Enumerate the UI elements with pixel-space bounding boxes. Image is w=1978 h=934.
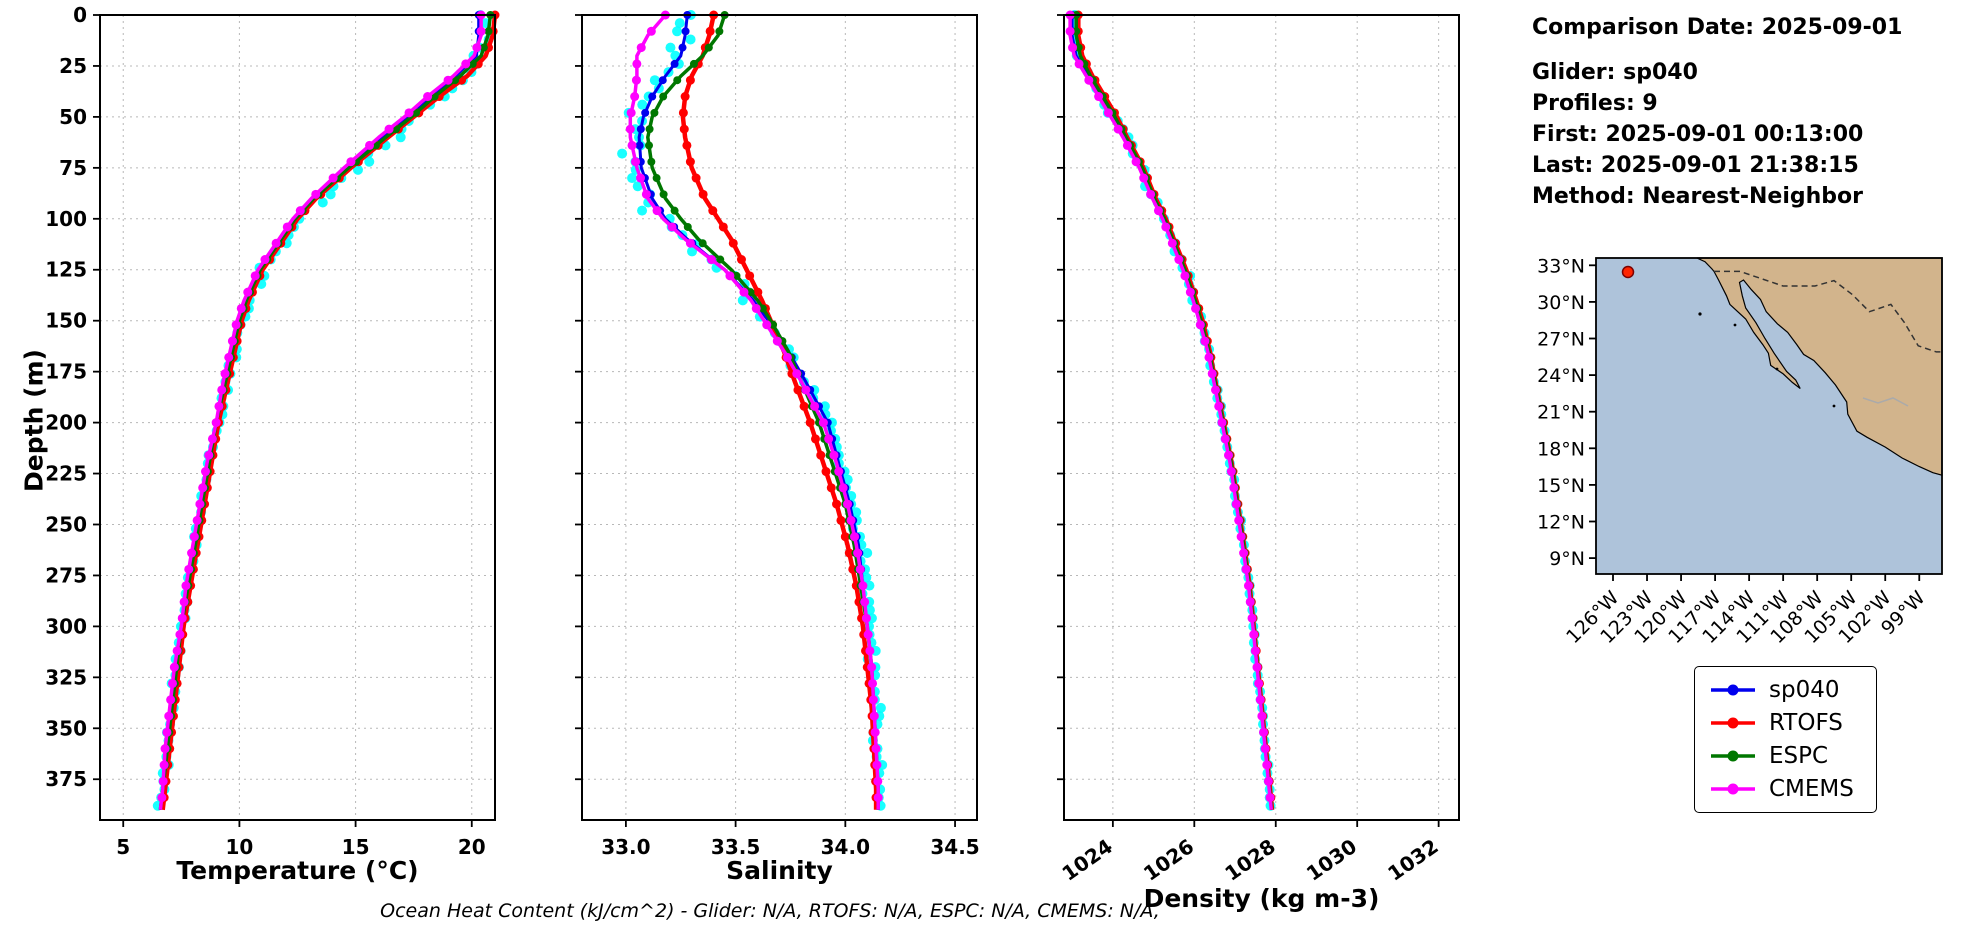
info-line: Profiles: 9 <box>1532 91 1658 116</box>
svg-text:225: 225 <box>45 462 87 486</box>
legend-entry-ESPC: ESPC <box>1709 743 1854 769</box>
map-island-dot <box>1698 312 1702 316</box>
info-line: First: 2025-09-01 00:13:00 <box>1532 122 1864 147</box>
svg-text:20: 20 <box>458 835 486 859</box>
svg-text:250: 250 <box>45 512 87 536</box>
panel-temperature: 5 10 15 20025507510012515017520022525027530… <box>45 3 500 859</box>
svg-text:275: 275 <box>45 563 87 587</box>
legend-label: ESPC <box>1769 743 1829 769</box>
svg-text:325: 325 <box>45 665 87 689</box>
svg-text:12°N: 12°N <box>1537 512 1585 534</box>
info-line <box>1532 43 1902 57</box>
svg-text:34.0: 34.0 <box>821 835 870 859</box>
svg-text:10: 10 <box>225 835 253 859</box>
svg-text:15: 15 <box>342 835 370 859</box>
svg-text:300: 300 <box>45 614 87 638</box>
series-CMEMS <box>625 10 883 810</box>
svg-text:25: 25 <box>59 54 87 78</box>
svg-text:1024: 1024 <box>1058 834 1117 886</box>
series-glider-raw <box>1069 10 1276 811</box>
svg-text:33°N: 33°N <box>1537 255 1585 277</box>
svg-text:150: 150 <box>45 309 87 333</box>
svg-text:21°N: 21°N <box>1537 402 1585 424</box>
svg-text:5: 5 <box>116 835 130 859</box>
svg-text:175: 175 <box>45 360 87 384</box>
svg-text:33.5: 33.5 <box>711 835 760 859</box>
glider-position-marker <box>1621 265 1635 279</box>
ocean-heat-content-caption: Ocean Heat Content (kJ/cm^2) - Glider: N… <box>380 900 1160 922</box>
series-RTOFS <box>1073 10 1276 811</box>
series-sp040 <box>157 11 483 810</box>
density-axis-title: Density (kg m-3) <box>1143 884 1380 913</box>
svg-text:1032: 1032 <box>1383 834 1442 886</box>
svg-text:27°N: 27°N <box>1537 329 1585 351</box>
series-CMEMS <box>157 10 486 810</box>
legend-entry-sp040: sp040 <box>1709 677 1854 703</box>
legend-line-marker-icon <box>1711 684 1755 696</box>
panel-density: 1024 1026 1028 1030 1032 <box>1057 10 1460 886</box>
legend-label: sp040 <box>1769 677 1840 703</box>
panel-salinity: 33.0 33.5 34.0 34.5 <box>575 10 980 859</box>
svg-text:24°N: 24°N <box>1537 365 1585 387</box>
legend-line-marker-icon <box>1711 717 1755 729</box>
series-RTOFS <box>678 10 881 810</box>
info-line: Comparison Date: 2025-09-01 <box>1532 15 1903 40</box>
series-RTOFS <box>159 10 500 811</box>
legend-label: CMEMS <box>1769 776 1854 802</box>
series-legend: sp040 RTOFS ESPC CMEMS <box>1694 666 1877 813</box>
info-line: Method: Nearest-Neighbor <box>1532 184 1863 209</box>
svg-text:18°N: 18°N <box>1537 438 1585 460</box>
series-sp040 <box>1068 11 1275 810</box>
svg-text:34.5: 34.5 <box>930 835 979 859</box>
svg-text:50: 50 <box>59 105 87 129</box>
map-island-dot <box>1733 323 1737 327</box>
profile-plots-svg: 5 10 15 20025507510012515017520022525027530… <box>45 3 1460 886</box>
svg-text:350: 350 <box>45 716 87 740</box>
legend-line-marker-icon <box>1711 750 1755 762</box>
temperature-axis-title: Temperature (°C) <box>176 856 419 885</box>
svg-text:375: 375 <box>45 767 87 791</box>
series-CMEMS <box>1065 10 1275 810</box>
location-map: 33°N30°N27°N24°N21°N18°N15°N12°N9°N126°W… <box>1537 255 1943 648</box>
series-glider-raw <box>152 10 494 811</box>
map-land <box>1696 257 1943 476</box>
svg-text:1028: 1028 <box>1220 834 1279 886</box>
info-line: Last: 2025-09-01 21:38:15 <box>1532 153 1859 178</box>
svg-text:15°N: 15°N <box>1537 475 1585 497</box>
salinity-axis-title: Salinity <box>726 856 833 885</box>
svg-text:100: 100 <box>45 207 87 231</box>
series-ESPC <box>1072 11 1275 810</box>
series-ESPC <box>157 11 495 810</box>
map-frame <box>1595 257 1943 575</box>
svg-text:1026: 1026 <box>1139 834 1198 886</box>
svg-text:0: 0 <box>73 3 87 27</box>
legend-line-marker-icon <box>1711 783 1755 795</box>
svg-text:200: 200 <box>45 411 87 435</box>
map-us-mexico-border <box>1714 270 1942 353</box>
svg-text:9°N: 9°N <box>1549 548 1585 570</box>
map-river <box>1862 397 1909 407</box>
legend-entry-CMEMS: CMEMS <box>1709 776 1854 802</box>
legend-label: RTOFS <box>1769 710 1843 736</box>
svg-text:33.0: 33.0 <box>601 835 650 859</box>
map-island-dot <box>1775 367 1779 371</box>
map-island-dot <box>1832 404 1836 408</box>
series-glider-raw <box>617 10 888 811</box>
svg-text:125: 125 <box>45 258 87 282</box>
svg-text:1030: 1030 <box>1302 834 1361 886</box>
depth-axis-label: Depth (m) <box>19 349 49 492</box>
svg-text:75: 75 <box>59 156 87 180</box>
legend-entry-RTOFS: RTOFS <box>1709 710 1854 736</box>
comparison-info-block: Comparison Date: 2025-09-01 Glider: sp04… <box>1532 12 1902 212</box>
svg-text:30°N: 30°N <box>1537 292 1585 314</box>
info-line: Glider: sp040 <box>1532 60 1698 85</box>
